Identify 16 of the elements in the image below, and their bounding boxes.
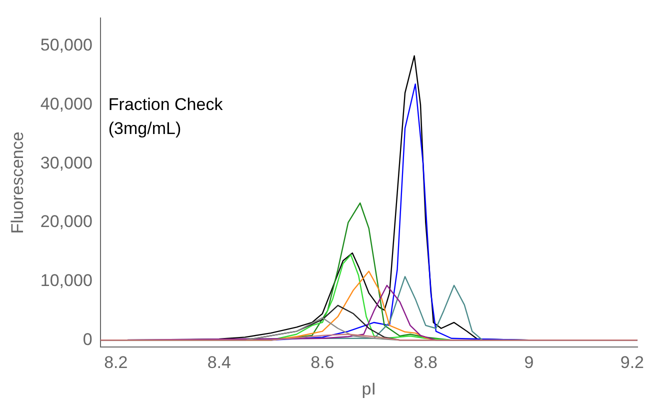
x-tick-label: 9 <box>524 353 534 372</box>
x-tick-label: 8.6 <box>310 353 334 372</box>
x-tick-label: 8.2 <box>104 353 128 372</box>
y-tick-label: 30,000 <box>40 153 92 172</box>
y-tick-label: 0 <box>82 330 92 349</box>
y-tick-label: 40,000 <box>40 94 92 114</box>
x-tick-label: 8.4 <box>207 353 231 372</box>
annotation: Fraction Check <box>108 95 224 114</box>
x-tick-label: 9.2 <box>620 353 644 372</box>
x-tick-label: 8.8 <box>414 353 438 372</box>
y-tick-label: 10,000 <box>40 270 92 290</box>
y-axis-title: Fluorescence <box>8 132 27 234</box>
annotation: (3mg/mL) <box>108 119 182 138</box>
x-axis-title: pI <box>362 379 376 398</box>
y-tick-label: 20,000 <box>40 212 92 232</box>
y-tick-label: 50,000 <box>40 36 92 55</box>
